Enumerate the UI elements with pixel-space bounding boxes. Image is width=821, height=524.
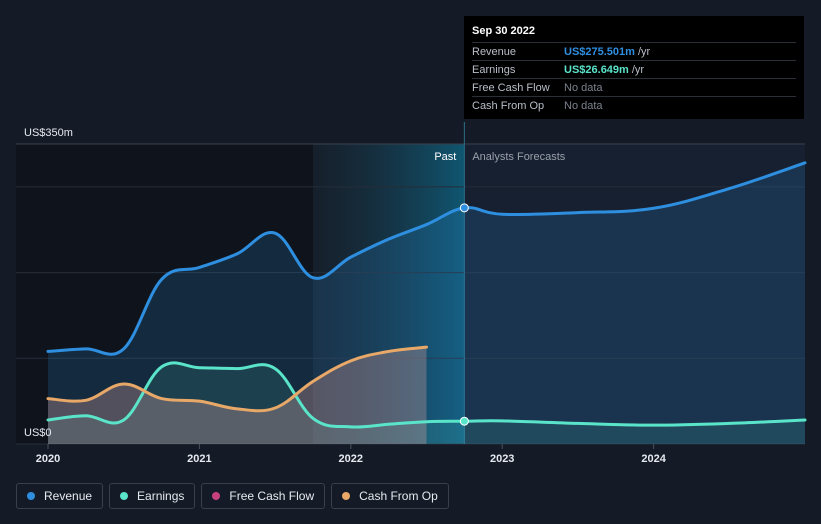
- tooltip-row: Free Cash Flow No data: [472, 79, 796, 97]
- legend-item-cash-from-op[interactable]: Cash From Op: [331, 483, 449, 509]
- earnings-area: [48, 362, 805, 444]
- tooltip-row-label: Cash From Op: [472, 99, 545, 112]
- earnings-marker[interactable]: [459, 416, 469, 426]
- legend-item-revenue[interactable]: Revenue: [16, 483, 104, 509]
- x-tick-label: 2020: [36, 453, 60, 465]
- revenue-area: [48, 162, 805, 444]
- forecast-region: [464, 144, 805, 444]
- tooltip-row-unit: /yr: [637, 45, 651, 58]
- tooltip-row: Cash From Op No data: [472, 97, 796, 114]
- tooltip-row-value: US$26.649m: [564, 63, 629, 76]
- y-axis-bottom-label: US$0: [24, 427, 52, 439]
- legend-item-free-cash-flow[interactable]: Free Cash Flow: [201, 483, 326, 509]
- cash-from-op-line: [46, 345, 428, 413]
- recent-past-region: [312, 144, 465, 444]
- legend-dot-icon: [120, 492, 129, 500]
- legend-dot-icon: [342, 492, 351, 500]
- tooltip-row: Revenue US$275.501m/yr: [472, 43, 796, 61]
- chart-area: US$350m US$0 Past Analysts Forecasts 2020 202…: [16, 122, 807, 465]
- x-tick-label: 2022: [339, 453, 363, 465]
- y-axis-top-label: US$350m: [24, 127, 73, 139]
- tooltip-row-label: Revenue: [472, 45, 517, 58]
- legend-label: Earnings: [137, 489, 185, 503]
- x-tick-label: 2024: [641, 453, 666, 465]
- past-label: Past: [434, 151, 456, 163]
- past-region: [16, 144, 313, 444]
- x-tick-label: 2023: [490, 453, 514, 465]
- tooltip: Sep 30 2022 Revenue US$275.501m/yr Earning…: [464, 16, 804, 119]
- tooltip-row: Earnings US$26.649m/yr: [472, 61, 796, 79]
- earnings-line: [46, 361, 807, 429]
- tooltip-date: Sep 30 2022: [472, 23, 796, 43]
- tooltip-row-unit: /yr: [631, 63, 645, 76]
- tooltip-row-value: No data: [564, 99, 603, 112]
- x-tick-label: 2021: [187, 453, 211, 465]
- tooltip-row-value: US$275.501m: [564, 45, 635, 58]
- legend-label: Free Cash Flow: [229, 489, 315, 503]
- tooltip-row-label: Earnings: [472, 63, 516, 76]
- revenue-marker[interactable]: [459, 203, 469, 213]
- legend-item-earnings[interactable]: Earnings: [109, 483, 196, 509]
- tooltip-row-value: No data: [564, 81, 603, 94]
- revenue-line: [46, 161, 807, 356]
- legend-dot-icon: [27, 492, 35, 500]
- legend: Revenue Earnings Free Cash Flow Cash From O…: [16, 483, 449, 509]
- legend-label: Cash From Op: [359, 489, 438, 503]
- forecast-label: Analysts Forecasts: [472, 151, 565, 163]
- legend-label: Revenue: [44, 489, 93, 503]
- tooltip-row-label: Free Cash Flow: [472, 81, 550, 94]
- legend-dot-icon: [212, 492, 221, 500]
